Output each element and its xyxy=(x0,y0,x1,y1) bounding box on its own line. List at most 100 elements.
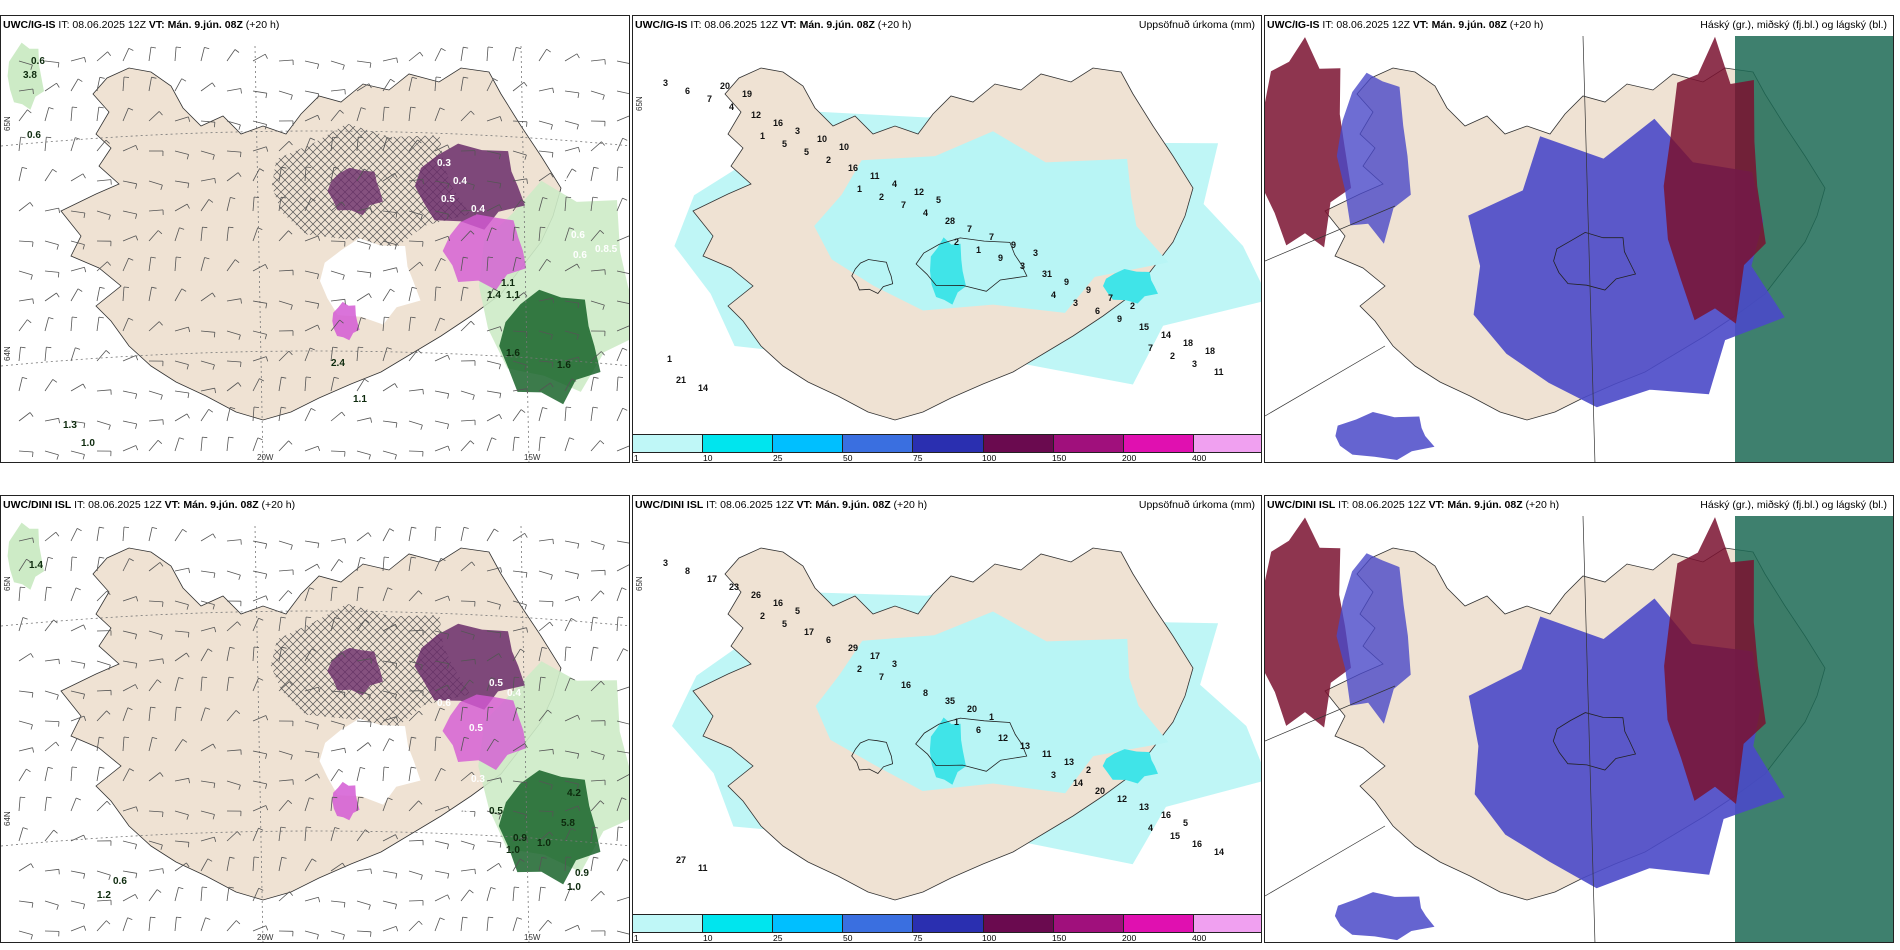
wind-barb xyxy=(259,168,265,172)
precip-value-label: 8 xyxy=(923,688,928,698)
wind-barb xyxy=(382,450,397,456)
mid-cloud-area xyxy=(1335,412,1435,460)
wind-barb xyxy=(174,227,180,242)
wind-barb xyxy=(470,110,475,115)
wind-barb xyxy=(389,738,394,742)
wind-barb xyxy=(356,690,371,696)
wind-barb xyxy=(70,660,85,664)
colorbar-swatch xyxy=(843,915,914,932)
wind-barb xyxy=(487,46,494,48)
wind-barb xyxy=(358,346,364,348)
colorbar-swatch xyxy=(703,915,774,932)
wind-barb xyxy=(122,684,136,692)
wind-barb xyxy=(434,684,448,692)
wind-barb xyxy=(18,319,28,332)
wind-barb xyxy=(200,533,214,542)
wind-barb xyxy=(108,874,111,881)
precip-value-label: 3 xyxy=(663,78,668,88)
precip-value-label: 11 xyxy=(870,171,880,181)
clear-area xyxy=(319,718,421,805)
wind-barb xyxy=(460,257,464,272)
wind-barb xyxy=(160,184,163,191)
wind-barb xyxy=(226,710,237,722)
wind-barb xyxy=(330,89,345,92)
wind-barb xyxy=(70,528,78,542)
wind-barb xyxy=(278,377,282,392)
wind-barb xyxy=(356,107,362,122)
precip-value-label: 16 xyxy=(1192,839,1202,849)
wind-value-label: 0.6 xyxy=(573,250,587,261)
wind-barb xyxy=(370,207,373,213)
wind-barb xyxy=(252,264,266,272)
wind-barb xyxy=(252,196,255,212)
wind-barb xyxy=(512,858,521,872)
purple-zone xyxy=(327,647,383,696)
wind-barb xyxy=(551,152,554,158)
wind-value-label: 2.4 xyxy=(331,358,345,369)
wind-barb xyxy=(122,420,137,425)
wind-barb xyxy=(622,347,628,351)
wind-barb xyxy=(266,146,269,152)
wind-barb xyxy=(520,409,526,413)
wind-barb xyxy=(486,326,501,332)
wind-barb xyxy=(408,920,420,932)
wind-barb xyxy=(281,376,287,379)
wind-barb xyxy=(460,110,472,122)
wind-barb xyxy=(317,274,319,280)
wind-barb xyxy=(278,540,293,546)
wind-barb xyxy=(278,90,293,96)
wind-barb xyxy=(447,393,450,399)
precip-value-label: 17 xyxy=(804,627,814,637)
wind-barb xyxy=(182,528,187,533)
wind-barb xyxy=(542,197,548,200)
wind-barb xyxy=(278,617,282,632)
precip-value-label: 2 xyxy=(826,155,831,165)
wind-barb xyxy=(18,747,33,752)
low-cloud-area xyxy=(1735,516,1893,942)
glacier-outline xyxy=(915,237,1028,292)
wind-barb xyxy=(356,829,366,842)
frame-line xyxy=(1265,35,1596,462)
wind-barb xyxy=(600,891,605,896)
wind-barb xyxy=(367,532,372,537)
precip-value-label: 5 xyxy=(795,606,800,616)
mid-cloud-area xyxy=(1336,553,1411,724)
wind-barb xyxy=(187,183,190,189)
wind-barb xyxy=(258,677,264,681)
wind-barb xyxy=(540,886,546,889)
wind-barb xyxy=(226,539,241,542)
wind-barb xyxy=(174,777,189,782)
wind-barb xyxy=(463,736,469,739)
wind-barb xyxy=(516,257,522,260)
wind-barb xyxy=(420,664,423,671)
wind-barb xyxy=(70,57,85,62)
wind-barb xyxy=(547,919,552,924)
wind-barb xyxy=(82,383,86,389)
wind-barb xyxy=(512,409,522,422)
wind-barb xyxy=(408,870,423,876)
wind-barb xyxy=(356,450,371,456)
colorbar-swatch xyxy=(1193,915,1261,932)
wind-barb xyxy=(368,454,371,460)
wind-barb xyxy=(317,543,320,549)
wind-barb xyxy=(304,563,318,572)
wind-value-label: 0.3 xyxy=(471,774,485,785)
wind-barb xyxy=(593,646,599,649)
wind-barb xyxy=(107,51,112,56)
wind-barb xyxy=(122,76,125,92)
wind-barb xyxy=(434,595,449,602)
wind-barb xyxy=(252,53,266,62)
wind-barb xyxy=(204,257,210,260)
wind-barb xyxy=(150,46,156,49)
purple-zone xyxy=(414,143,525,230)
wind-barb xyxy=(602,754,605,761)
wind-barb xyxy=(512,917,518,932)
wind-barb xyxy=(162,811,164,818)
wind-barb xyxy=(382,926,397,932)
wind-barb xyxy=(70,288,79,302)
wind-barb xyxy=(70,624,84,632)
mid-cloud-area xyxy=(1336,72,1411,244)
wind-barb xyxy=(367,742,372,747)
wind-barb xyxy=(174,739,184,752)
precip-map: 3112476521327579634243911121628311521161… xyxy=(633,16,1261,462)
